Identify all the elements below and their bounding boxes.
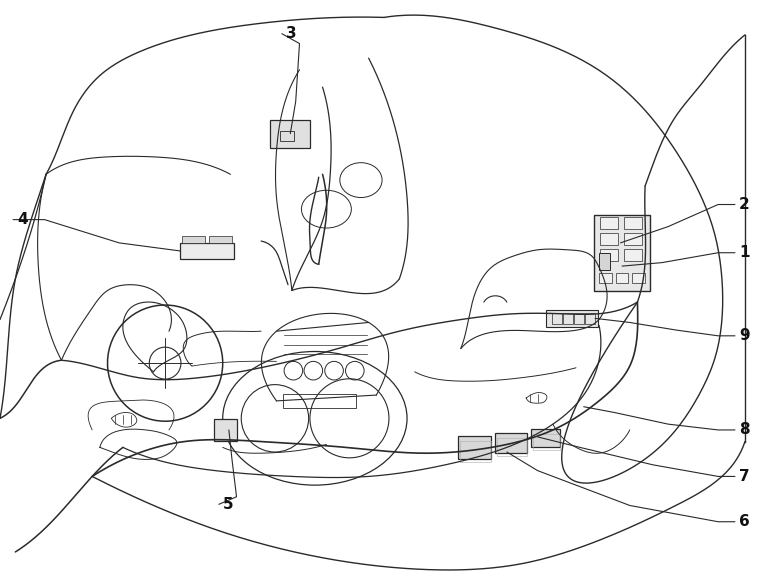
- Text: 5: 5: [223, 497, 233, 512]
- Bar: [497, 437, 527, 456]
- Bar: [546, 310, 598, 327]
- Bar: [601, 217, 618, 229]
- Text: 4: 4: [17, 212, 28, 227]
- Bar: [270, 120, 310, 148]
- Bar: [624, 217, 642, 229]
- Bar: [594, 215, 650, 290]
- Text: 3: 3: [286, 26, 296, 41]
- Text: 2: 2: [739, 197, 750, 212]
- Bar: [585, 313, 595, 324]
- Bar: [533, 435, 560, 450]
- Bar: [624, 233, 642, 245]
- Bar: [624, 249, 642, 261]
- Bar: [458, 436, 491, 459]
- Bar: [599, 253, 610, 270]
- Text: 8: 8: [739, 422, 750, 437]
- Bar: [616, 272, 628, 282]
- Text: 1: 1: [739, 245, 750, 260]
- Bar: [280, 131, 293, 141]
- Bar: [183, 236, 205, 243]
- Bar: [495, 432, 527, 453]
- Bar: [531, 429, 560, 447]
- Bar: [210, 236, 232, 243]
- Bar: [632, 272, 644, 282]
- Bar: [461, 441, 491, 462]
- Text: 9: 9: [739, 328, 750, 343]
- Bar: [601, 233, 618, 245]
- Bar: [574, 313, 584, 324]
- Text: 7: 7: [739, 469, 750, 484]
- Text: 6: 6: [739, 514, 750, 529]
- Bar: [552, 313, 562, 324]
- Bar: [563, 313, 573, 324]
- Bar: [601, 249, 618, 261]
- Bar: [180, 243, 234, 259]
- Bar: [214, 419, 237, 441]
- Bar: [283, 394, 356, 408]
- Bar: [600, 272, 612, 282]
